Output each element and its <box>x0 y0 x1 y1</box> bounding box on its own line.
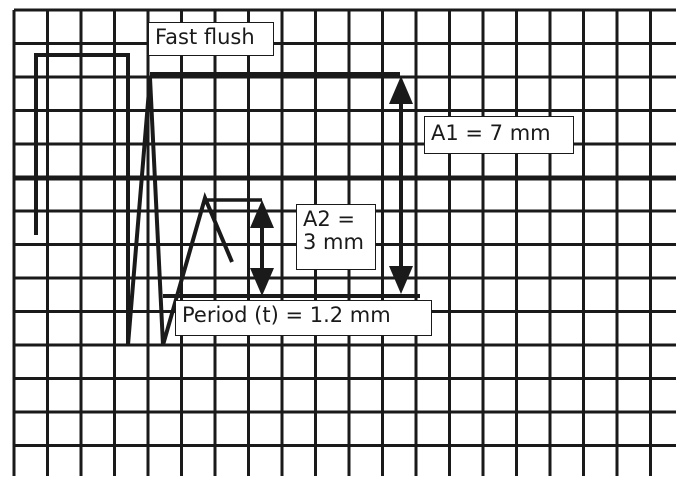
a1-double-arrow <box>389 76 413 294</box>
fast-flush-label: Fast flush <box>148 22 274 56</box>
a2-label: A2 = 3 mm <box>296 204 376 270</box>
period-label: Period (t) = 1.2 mm <box>175 300 432 336</box>
waveform-trace <box>34 53 234 346</box>
a2-double-arrow <box>250 200 274 296</box>
a1-label: A1 = 7 mm <box>424 116 574 154</box>
a2-label-line2: 3 mm <box>303 230 364 255</box>
a2-label-line1: A2 = <box>303 207 355 231</box>
